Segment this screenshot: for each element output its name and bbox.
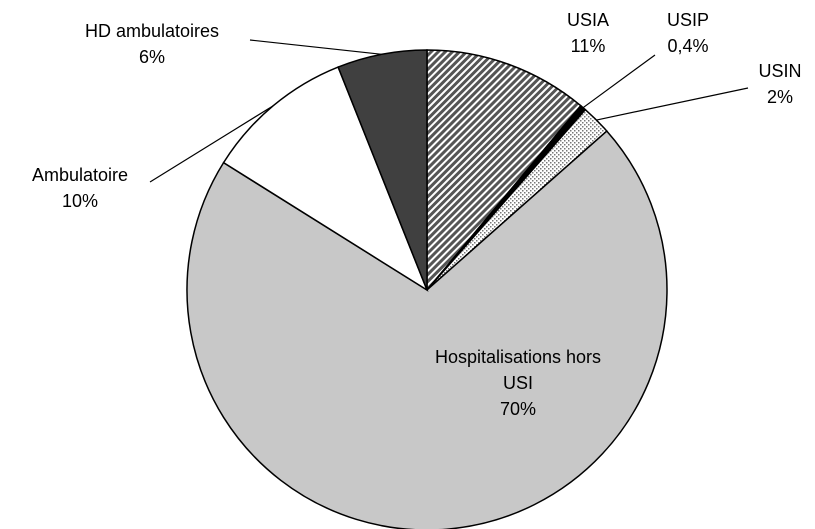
slice-label: USIA 11%: [548, 7, 628, 59]
slice-label: Hospitalisations hors USI 70%: [418, 344, 618, 422]
pie-slice: [186, 130, 668, 529]
pie-slice: [222, 66, 429, 292]
leader-line: [596, 87, 749, 121]
value-label: 70%: [499, 399, 537, 419]
category-label: Hospitalisations hors USI: [434, 347, 602, 393]
value-label: 10%: [61, 191, 99, 211]
slice-label: USIN 2%: [745, 58, 815, 110]
leader-line: [249, 39, 382, 55]
leader-line: [582, 54, 656, 109]
pie-slice: [426, 49, 582, 293]
value-label: 2%: [766, 87, 793, 107]
category-label: Ambulatoire: [31, 165, 129, 185]
slice-label: USIP 0,4%: [648, 7, 728, 59]
value-label: 6%: [138, 47, 165, 67]
slice-label: Ambulatoire 10%: [5, 162, 155, 214]
category-label: USIP: [666, 10, 709, 30]
leader-line: [149, 105, 274, 183]
value-label: 0,4%: [667, 36, 709, 56]
category-label: USIA: [566, 10, 609, 30]
value-label: 11%: [570, 36, 606, 56]
pie-slice: [337, 49, 428, 291]
category-label: HD ambulatoires: [84, 21, 220, 41]
slice-label: HD ambulatoires 6%: [52, 18, 252, 70]
category-label: USIN: [758, 61, 802, 81]
